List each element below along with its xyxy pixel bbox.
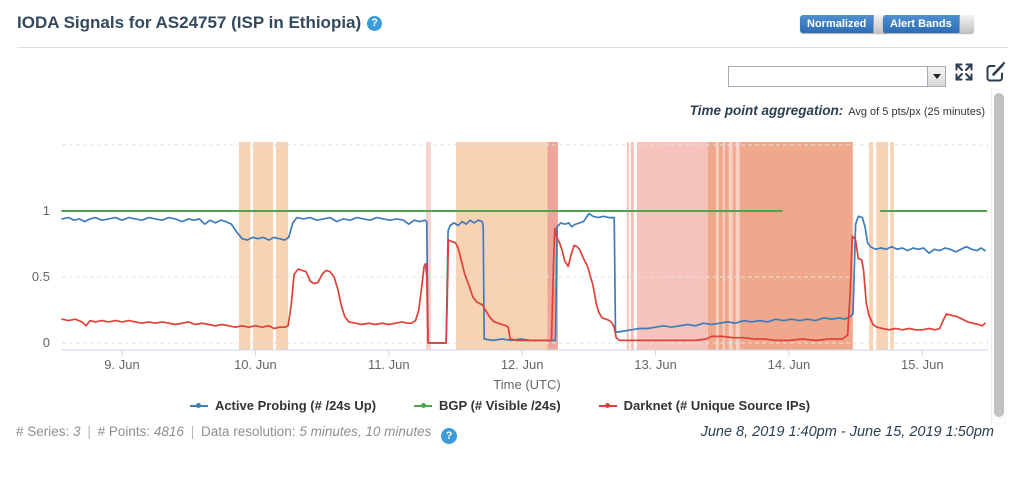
legend-label: Darknet (# Unique Source IPs)	[623, 398, 811, 413]
active-probing-line-marker	[189, 403, 208, 408]
y-tick-label: 0.5	[32, 269, 50, 284]
vertical-scrollbar-track[interactable]	[991, 88, 1007, 424]
separator: |	[190, 424, 195, 439]
edit-chart-button[interactable]	[983, 60, 1007, 84]
series-count-label: # Series:	[16, 424, 70, 439]
aggregation-label: Time point aggregation:	[689, 103, 844, 118]
time-aggregation-note: Time point aggregation: Avg of 5 pts/px …	[690, 103, 985, 118]
normalized-toggle-button[interactable]: Normalized	[800, 15, 889, 33]
normalized-toggle-label: Normalized	[807, 18, 867, 30]
chart-stats: # Series: 3 | # Points: 4816 | Data reso…	[16, 424, 458, 444]
alert-bands-toggle-label: Alert Bands	[890, 18, 952, 30]
chart-legend: Active Probing (# /24s Up) BGP (# Visibl…	[0, 398, 1000, 413]
date-range: June 8, 2019 1:40pm - June 15, 2019 1:50…	[700, 424, 994, 440]
legend-item-darknet[interactable]: Darknet (# Unique Source IPs)	[598, 398, 811, 413]
points-count-label: # Points:	[97, 424, 151, 439]
x-axis-title: Time (UTC)	[493, 377, 560, 392]
resolution-label: Data resolution:	[201, 424, 296, 439]
x-tick-label: 9. Jun	[104, 357, 139, 372]
resolution-value: 5 minutes, 10 minutes	[299, 424, 432, 439]
vertical-scrollbar-thumb[interactable]	[994, 93, 1004, 417]
x-tick-label: 11. Jun	[368, 357, 410, 372]
alert-bands-toggle-button[interactable]: Alert Bands	[883, 15, 974, 33]
legend-item-active-probing[interactable]: Active Probing (# /24s Up)	[189, 398, 377, 413]
series-select-value	[729, 67, 927, 86]
x-tick-label: 12. Jun	[501, 357, 544, 372]
y-tick-label: 0	[43, 335, 50, 350]
edit-pencil-icon	[986, 61, 1006, 82]
x-tick-label: 14. Jun	[768, 357, 811, 372]
page-title-text: IODA Signals for AS24757 (ISP in Ethiopi…	[17, 13, 362, 32]
legend-item-bgp[interactable]: BGP (# Visible /24s)	[414, 398, 561, 413]
expand-arrows-icon	[955, 63, 973, 81]
series-count-value: 3	[73, 424, 81, 439]
series-select-dropdown[interactable]	[728, 66, 946, 87]
x-tick-label: 13. Jun	[634, 357, 677, 372]
bgp-line-marker	[414, 403, 433, 408]
darknet-line-marker	[598, 403, 617, 408]
x-tick-label: 10. Jun	[234, 357, 277, 372]
stats-help-icon[interactable]: ?	[441, 428, 458, 444]
legend-label: Active Probing (# /24s Up)	[214, 398, 377, 413]
points-count-value: 4816	[153, 424, 184, 439]
aggregation-value: Avg of 5 pts/px (25 minutes)	[848, 106, 985, 118]
y-tick-label: 1	[43, 203, 50, 218]
separator: |	[87, 424, 91, 439]
legend-label: BGP (# Visible /24s)	[439, 398, 561, 413]
page-title: IODA Signals for AS24757 (ISP in Ethiopi…	[17, 13, 383, 33]
chart-plot-area[interactable]	[62, 128, 985, 350]
dropdown-arrow-icon[interactable]	[927, 67, 945, 86]
toggle-knob	[958, 15, 974, 33]
title-help-icon[interactable]: ?	[367, 16, 383, 31]
x-tick-label: 15. Jun	[901, 357, 944, 372]
header-divider	[17, 47, 1008, 48]
expand-chart-button[interactable]	[952, 60, 976, 84]
